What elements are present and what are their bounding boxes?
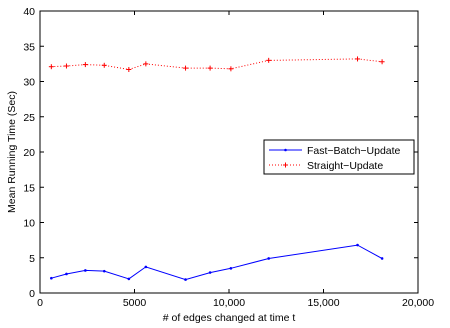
data-point-straight-update — [101, 62, 107, 68]
data-point-fast-batch-update — [356, 243, 359, 247]
y-tick-label: 15 — [23, 182, 35, 194]
data-point-straight-update — [183, 65, 189, 71]
data-point-fast-batch-update — [50, 276, 53, 280]
data-point-straight-update — [379, 59, 385, 65]
y-tick-label: 5 — [29, 253, 35, 265]
data-point-fast-batch-update — [380, 257, 384, 260]
series-layer — [48, 56, 385, 281]
y-tick-label: 35 — [23, 41, 35, 53]
x-tick-label: 15,000 — [307, 297, 339, 309]
legend-marker-straight-update — [283, 162, 288, 168]
x-tick-label: 20,000 — [402, 297, 434, 309]
data-point-fast-batch-update — [184, 278, 187, 281]
y-tick-label: 0 — [29, 288, 35, 300]
x-tick-label: 5000 — [123, 297, 147, 309]
data-point-straight-update — [266, 57, 272, 63]
data-point-straight-update — [207, 65, 213, 71]
data-point-straight-update — [63, 63, 69, 69]
y-axis-label: Mean Running Time (Sec) — [6, 91, 18, 213]
x-tick-label: 0 — [37, 297, 43, 309]
data-point-straight-update — [48, 64, 54, 70]
data-point-fast-batch-update — [208, 271, 212, 274]
data-point-straight-update — [126, 67, 132, 73]
data-point-straight-update — [82, 62, 88, 68]
data-point-straight-update — [228, 66, 234, 72]
data-point-straight-update — [355, 56, 361, 62]
data-point-fast-batch-update — [144, 265, 148, 269]
series-line-straight-update — [51, 58, 383, 71]
y-tick-label: 20 — [23, 147, 35, 159]
y-tick-label: 40 — [23, 6, 35, 18]
legend: Fast−Batch−Update Straight−Update — [263, 139, 415, 175]
y-tick-label: 25 — [23, 112, 35, 124]
axis-ticks: 0 5000 10,000 15,000 20,000 0 5 10 15 20 25 30 35 40 — [23, 6, 434, 309]
data-point-fast-batch-update — [229, 267, 233, 270]
data-point-fast-batch-update — [65, 272, 68, 276]
series-line-fast-batch-update — [51, 244, 383, 281]
legend-label-fast-batch-update: Fast−Batch−Update — [307, 145, 401, 157]
y-tick-label: 10 — [23, 218, 35, 230]
x-tick-label: 10,000 — [213, 297, 245, 309]
data-point-fast-batch-update — [267, 257, 270, 260]
data-point-fast-batch-update — [102, 269, 106, 273]
data-point-fast-batch-update — [127, 277, 131, 281]
legend-marker-fast-batch-update — [284, 148, 287, 152]
legend-label-straight-update: Straight−Update — [307, 160, 383, 172]
y-tick-label: 30 — [23, 77, 35, 89]
data-point-straight-update — [143, 61, 149, 67]
data-point-fast-batch-update — [84, 269, 87, 272]
legend-box — [263, 139, 415, 175]
x-axis-label: # of edges changed at time t — [163, 312, 296, 324]
